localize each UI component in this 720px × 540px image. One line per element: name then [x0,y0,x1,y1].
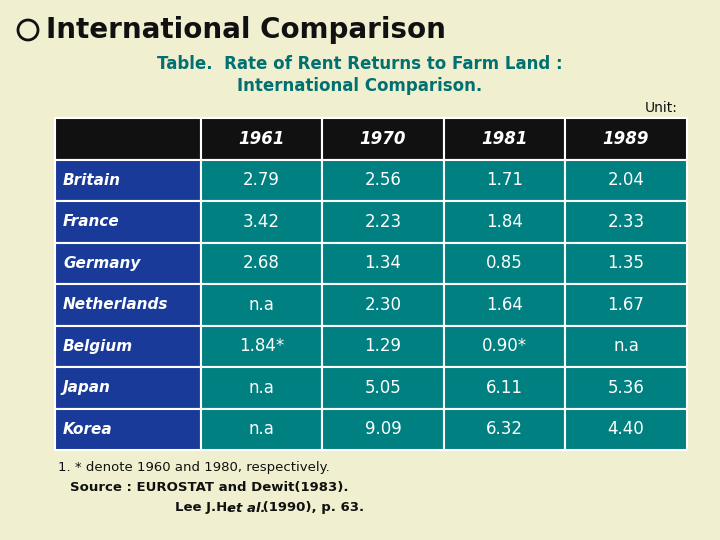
FancyBboxPatch shape [55,408,201,450]
Text: 3.42: 3.42 [243,213,280,231]
Text: International Comparison: International Comparison [46,16,446,44]
FancyBboxPatch shape [201,408,322,450]
FancyBboxPatch shape [565,284,687,326]
Text: 1. * denote 1960 and 1980, respectively.: 1. * denote 1960 and 1980, respectively. [58,462,330,475]
FancyBboxPatch shape [444,367,565,408]
Text: 2.30: 2.30 [364,296,401,314]
FancyBboxPatch shape [55,159,201,201]
Text: 5.05: 5.05 [364,379,401,397]
FancyBboxPatch shape [565,367,687,408]
Text: Table.  Rate of Rent Returns to Farm Land :: Table. Rate of Rent Returns to Farm Land… [157,55,563,73]
Text: 1.84: 1.84 [486,213,523,231]
FancyBboxPatch shape [201,201,322,242]
FancyBboxPatch shape [444,159,565,201]
Text: France: France [63,214,120,230]
FancyBboxPatch shape [322,159,444,201]
Text: (1990), p. 63.: (1990), p. 63. [258,502,364,515]
Text: Lee J.H.: Lee J.H. [175,502,237,515]
Text: 9.09: 9.09 [364,420,401,438]
Text: 0.85: 0.85 [486,254,523,272]
Text: n.a: n.a [248,420,274,438]
Text: et al.: et al. [228,502,266,515]
FancyBboxPatch shape [322,408,444,450]
FancyBboxPatch shape [201,118,322,159]
Text: 2.56: 2.56 [364,171,401,189]
FancyBboxPatch shape [444,326,565,367]
FancyBboxPatch shape [322,201,444,242]
FancyBboxPatch shape [201,326,322,367]
Text: International Comparison.: International Comparison. [238,77,482,95]
FancyBboxPatch shape [444,201,565,242]
Text: Unit:: Unit: [645,101,678,115]
FancyBboxPatch shape [322,118,444,159]
Text: Belgium: Belgium [63,339,133,354]
Text: 1961: 1961 [238,130,284,148]
Text: n.a: n.a [248,296,274,314]
Text: 1.29: 1.29 [364,338,401,355]
FancyBboxPatch shape [55,201,201,242]
Text: 1.35: 1.35 [608,254,644,272]
FancyBboxPatch shape [565,242,687,284]
FancyBboxPatch shape [322,242,444,284]
Text: 2.68: 2.68 [243,254,280,272]
FancyBboxPatch shape [565,201,687,242]
Text: 5.36: 5.36 [608,379,644,397]
Text: 0.90*: 0.90* [482,338,527,355]
Text: 2.04: 2.04 [608,171,644,189]
Text: Japan: Japan [63,380,111,395]
Text: 1981: 1981 [481,130,528,148]
Text: 4.40: 4.40 [608,420,644,438]
FancyBboxPatch shape [322,326,444,367]
Text: 2.79: 2.79 [243,171,280,189]
Text: 1.67: 1.67 [608,296,644,314]
FancyBboxPatch shape [444,284,565,326]
Text: 2.33: 2.33 [608,213,644,231]
FancyBboxPatch shape [322,284,444,326]
Text: Source : EUROSTAT and Dewit(1983).: Source : EUROSTAT and Dewit(1983). [70,482,348,495]
FancyBboxPatch shape [565,326,687,367]
Text: Netherlands: Netherlands [63,297,168,312]
FancyBboxPatch shape [55,326,201,367]
Text: 2.23: 2.23 [364,213,402,231]
Text: n.a: n.a [613,338,639,355]
FancyBboxPatch shape [565,118,687,159]
Text: 1989: 1989 [603,130,649,148]
FancyBboxPatch shape [201,284,322,326]
Text: 6.32: 6.32 [486,420,523,438]
FancyBboxPatch shape [55,242,201,284]
FancyBboxPatch shape [565,159,687,201]
Text: 1.71: 1.71 [486,171,523,189]
FancyBboxPatch shape [201,242,322,284]
FancyBboxPatch shape [444,408,565,450]
Text: 6.11: 6.11 [486,379,523,397]
FancyBboxPatch shape [444,118,565,159]
Text: 1.84*: 1.84* [239,338,284,355]
FancyBboxPatch shape [322,367,444,408]
Text: Germany: Germany [63,256,140,271]
Text: 1.34: 1.34 [364,254,401,272]
FancyBboxPatch shape [444,242,565,284]
FancyBboxPatch shape [55,367,201,408]
FancyBboxPatch shape [565,408,687,450]
Text: Britain: Britain [63,173,121,188]
Text: Korea: Korea [63,422,112,437]
Text: n.a: n.a [248,379,274,397]
Text: 1970: 1970 [360,130,406,148]
Text: 1.64: 1.64 [486,296,523,314]
FancyBboxPatch shape [55,284,201,326]
FancyBboxPatch shape [201,159,322,201]
FancyBboxPatch shape [201,367,322,408]
FancyBboxPatch shape [55,118,201,159]
